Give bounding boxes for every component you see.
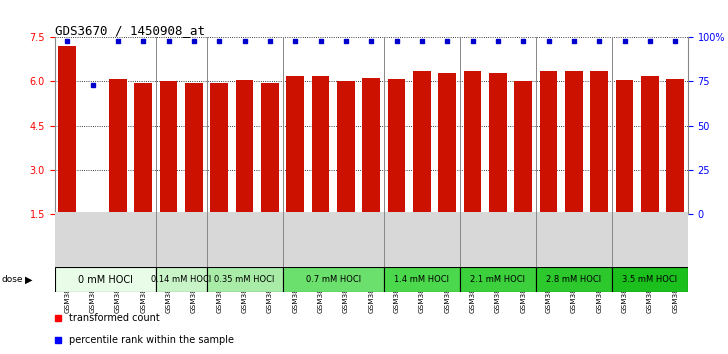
Bar xyxy=(286,76,304,214)
Bar xyxy=(464,71,481,214)
Text: 2.8 mM HOCl: 2.8 mM HOCl xyxy=(547,275,601,284)
Bar xyxy=(565,71,583,214)
Bar xyxy=(363,79,380,214)
Text: dose: dose xyxy=(1,275,23,284)
Bar xyxy=(282,267,384,292)
Text: 1.4 mM HOCl: 1.4 mM HOCl xyxy=(395,275,449,284)
Bar xyxy=(210,84,228,214)
Text: 3.5 mM HOCl: 3.5 mM HOCl xyxy=(622,275,678,284)
Bar xyxy=(413,71,431,214)
Bar xyxy=(312,76,330,214)
Bar xyxy=(156,267,207,292)
Bar xyxy=(536,267,612,292)
Text: GDS3670 / 1450908_at: GDS3670 / 1450908_at xyxy=(55,24,205,37)
Text: 0.7 mM HOCl: 0.7 mM HOCl xyxy=(306,275,361,284)
Bar xyxy=(612,267,688,292)
Text: 0.35 mM HOCl: 0.35 mM HOCl xyxy=(215,275,274,284)
Bar xyxy=(460,267,536,292)
Bar xyxy=(337,81,355,214)
Bar xyxy=(159,81,178,214)
Bar xyxy=(185,84,203,214)
Bar xyxy=(84,213,101,214)
Bar xyxy=(55,267,156,292)
Bar xyxy=(236,80,253,214)
Bar xyxy=(616,80,633,214)
Bar xyxy=(135,84,152,214)
Text: 0.14 mM HOCl: 0.14 mM HOCl xyxy=(151,275,211,284)
Bar xyxy=(207,267,282,292)
Text: 0 mM HOCl: 0 mM HOCl xyxy=(78,275,132,285)
Bar xyxy=(388,79,405,214)
Bar xyxy=(438,73,456,214)
Bar xyxy=(539,71,558,214)
Text: transformed count: transformed count xyxy=(68,313,159,323)
Bar xyxy=(384,267,460,292)
Bar xyxy=(109,79,127,214)
Text: ▶: ▶ xyxy=(25,275,32,285)
Bar xyxy=(489,73,507,214)
Bar xyxy=(515,81,532,214)
Bar xyxy=(590,71,608,214)
Bar xyxy=(261,83,279,214)
Text: 2.1 mM HOCl: 2.1 mM HOCl xyxy=(470,275,526,284)
Bar xyxy=(58,46,76,214)
Text: percentile rank within the sample: percentile rank within the sample xyxy=(68,335,234,345)
Bar xyxy=(666,79,684,214)
Bar xyxy=(641,76,659,214)
